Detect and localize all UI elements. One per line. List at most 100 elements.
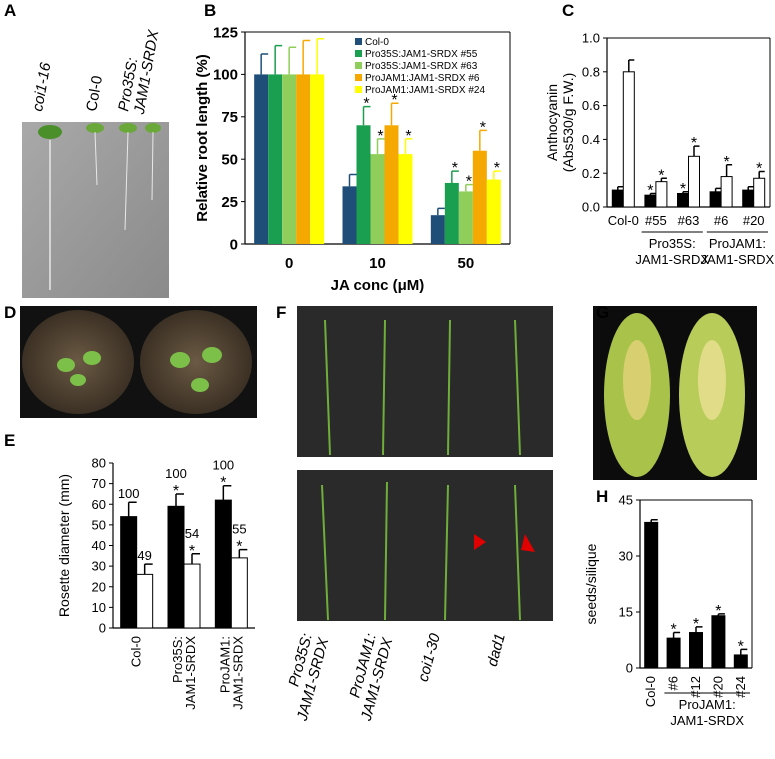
photo-a — [22, 122, 169, 298]
error-bar — [362, 105, 371, 126]
y-tick-label: 0 — [626, 661, 633, 676]
error-bar — [650, 519, 658, 523]
error-bar — [127, 501, 137, 517]
panel-letter: C — [562, 1, 574, 20]
error-bar — [404, 138, 413, 155]
y-tick-label: 0.6 — [582, 98, 600, 113]
significance-mark: * — [480, 119, 486, 136]
y-tick-label: 50 — [92, 517, 106, 532]
significance-mark: * — [693, 616, 699, 633]
x-tick-label: #6 — [666, 676, 681, 690]
bar — [689, 632, 703, 669]
error-bar — [143, 563, 153, 575]
bar — [742, 189, 755, 208]
error-bar — [479, 129, 487, 151]
panel-letter: H — [596, 487, 608, 506]
legend-label: ProJAM1:JAM1-SRDX #24 — [365, 85, 485, 96]
y-tick-label: 70 — [92, 476, 106, 491]
group-label: ProJAM1: JAM1-SRDX — [701, 236, 775, 267]
bar — [733, 654, 748, 669]
significance-mark: * — [647, 182, 653, 199]
error-bar — [238, 548, 248, 558]
significance-mark: * — [670, 622, 676, 639]
bar — [254, 74, 269, 245]
y-tick-label: 30 — [92, 559, 106, 574]
group-label: Pro35S: JAM1-SRDX — [635, 236, 709, 267]
x-tick-label: Col-0 — [608, 213, 639, 228]
y-axis-label: Rosette diameter (mm) — [56, 474, 72, 617]
y-tick-label: 0.4 — [582, 132, 600, 147]
photo-f — [297, 306, 553, 621]
bar — [666, 637, 681, 669]
error-bar — [740, 648, 748, 655]
y-tick-label: 10 — [92, 600, 106, 615]
y-tick-label: 60 — [92, 497, 106, 512]
y-tick-label: 45 — [619, 493, 633, 508]
value-annotation: 100 — [118, 486, 140, 501]
x-tick-label: Col-0 — [643, 676, 658, 707]
y-tick-label: 0.2 — [582, 166, 600, 181]
legend-label: Col-0 — [365, 37, 389, 48]
bar — [282, 74, 297, 245]
significance-mark: * — [377, 128, 383, 145]
significance-mark: * — [466, 174, 472, 191]
bar — [214, 499, 232, 629]
bar — [655, 181, 668, 208]
y-tick-label: 125 — [213, 24, 238, 41]
bar — [688, 155, 700, 208]
bar — [720, 176, 733, 208]
significance-mark: * — [391, 92, 397, 109]
significance-mark: * — [236, 539, 242, 556]
y-tick-label: 15 — [619, 605, 633, 620]
bar — [136, 573, 154, 629]
photo-label: Pro35S:JAM1-SRDX — [115, 25, 163, 116]
value-annotation: 49 — [137, 548, 151, 563]
error-bar — [274, 44, 283, 75]
panel-letter: F — [276, 303, 286, 322]
significance-mark: * — [452, 160, 458, 177]
error-bar — [758, 170, 765, 179]
significance-mark: * — [723, 154, 729, 171]
bar — [120, 516, 138, 629]
panel-letter: A — [4, 1, 16, 20]
legend-swatch — [355, 38, 362, 45]
bar — [398, 154, 413, 244]
bar — [268, 74, 283, 245]
bar — [472, 150, 487, 244]
error-bar — [693, 145, 700, 157]
error-bar — [316, 38, 325, 75]
bar — [611, 189, 624, 208]
error-bar — [348, 173, 357, 187]
significance-mark: * — [494, 160, 500, 177]
error-bar — [302, 39, 311, 75]
bar — [486, 179, 501, 244]
bar — [310, 74, 325, 245]
y-axis-label: Anthocyanin(Abs530/g F.W.) — [544, 73, 576, 173]
error-bar — [465, 183, 473, 192]
y-tick-label: 0 — [99, 621, 106, 636]
bar — [753, 177, 766, 208]
y-tick-label: 0.0 — [582, 200, 600, 215]
bar — [183, 563, 201, 629]
significance-mark: * — [738, 638, 744, 655]
x-tick-label: #20 — [743, 213, 765, 228]
error-bar — [672, 631, 681, 639]
x-tick-label: 0 — [285, 255, 293, 272]
error-bar — [717, 613, 725, 616]
bar — [444, 182, 459, 244]
photo-label: Pro35S:JAM1-SRDX — [277, 631, 332, 724]
significance-mark: * — [658, 167, 664, 184]
legend-swatch — [355, 86, 362, 93]
bar — [458, 191, 473, 244]
value-annotation: 54 — [185, 526, 199, 541]
x-tick-label: 10 — [369, 255, 386, 272]
x-tick-label: #6 — [714, 213, 728, 228]
legend-swatch — [355, 50, 362, 57]
error-bar — [649, 192, 656, 196]
significance-mark: * — [173, 483, 179, 500]
x-axis-label: JA conc (μM) — [331, 277, 425, 294]
bar — [230, 557, 248, 629]
y-tick-label: 75 — [221, 109, 238, 126]
x-tick-label: Col-0 — [129, 636, 144, 667]
